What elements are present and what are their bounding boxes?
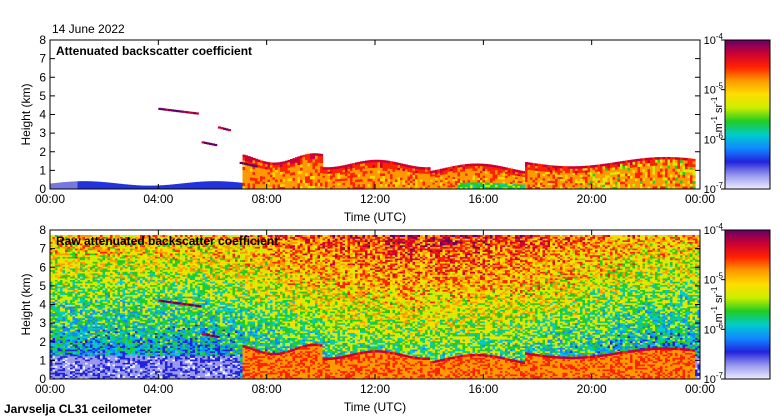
x-tick-label: 08:00 [252,192,282,206]
y-tick-label: 6 [39,260,46,274]
colorbar-tick-label: 10-7 [704,371,724,386]
y-tick-label: 6 [39,70,46,84]
x-tick-label: 00:00 [35,382,65,396]
x-axis-label: Time (UTC) [344,400,406,414]
x-tick-label: 16:00 [468,192,498,206]
panel-2: Raw attenuated backscatter coefficient00… [19,222,771,414]
x-tick-label: 00:00 [685,192,715,206]
date-label: 14 June 2022 [52,22,125,36]
y-tick-label: 0 [39,372,46,386]
x-tick-label: 00:00 [35,192,65,206]
y-tick-label: 4 [39,298,46,312]
y-tick-label: 5 [39,89,46,103]
y-tick-label: 3 [39,316,46,330]
backscatter-field [50,234,700,379]
y-tick-label: 1 [39,163,46,177]
backscatter-field [50,107,696,189]
y-tick-label: 7 [39,52,46,66]
panel-title: Attenuated backscatter coefficient [56,44,252,58]
panel-title: Raw attenuated backscatter coefficient [56,234,278,248]
y-tick-label: 0 [39,182,46,196]
colorbar-unit-label: m-1 sr-1 [710,96,725,132]
x-tick-label: 00:00 [685,382,715,396]
y-tick-label: 1 [39,353,46,367]
colorbar-tick-label: 10-5 [704,82,724,97]
colorbar: 10-4 10-5 10-6 10-7 m-1 sr-1 [704,222,771,386]
colorbar-tick-label: 10-4 [704,222,724,237]
x-tick-label: 20:00 [577,192,607,206]
x-tick-label: 12:00 [360,192,390,206]
colorbar-tick-label: 10-7 [704,181,724,196]
y-axis-label: Height (km) [19,83,33,145]
colorbar-gradient [724,39,771,190]
instrument-label: Jarvselja CL31 ceilometer [4,402,152,416]
x-tick-label: 20:00 [577,382,607,396]
y-tick-label: 3 [39,126,46,140]
y-tick-label: 4 [39,108,46,122]
colorbar-tick-label: 10-6 [704,321,724,336]
y-tick-label: 8 [39,33,46,47]
y-tick-label: 7 [39,242,46,256]
y-tick-label: 5 [39,279,46,293]
x-tick-label: 04:00 [143,382,173,396]
x-tick-label: 04:00 [143,192,173,206]
x-tick-label: 16:00 [468,382,498,396]
colorbar-unit-label: m-1 sr-1 [710,286,725,322]
y-tick-label: 2 [39,145,46,159]
colorbar-gradient [724,229,771,380]
x-tick-label: 08:00 [252,382,282,396]
colorbar-tick-label: 10-5 [704,272,724,287]
x-tick-label: 12:00 [360,382,390,396]
colorbar-tick-label: 10-6 [704,131,724,146]
y-axis-label: Height (km) [19,273,33,335]
x-axis-label: Time (UTC) [344,210,406,224]
y-tick-label: 2 [39,335,46,349]
colorbar-tick-label: 10-4 [704,32,724,47]
y-tick-label: 8 [39,223,46,237]
colorbar: 10-4 10-5 10-6 10-7 m-1 sr-1 [704,32,771,196]
